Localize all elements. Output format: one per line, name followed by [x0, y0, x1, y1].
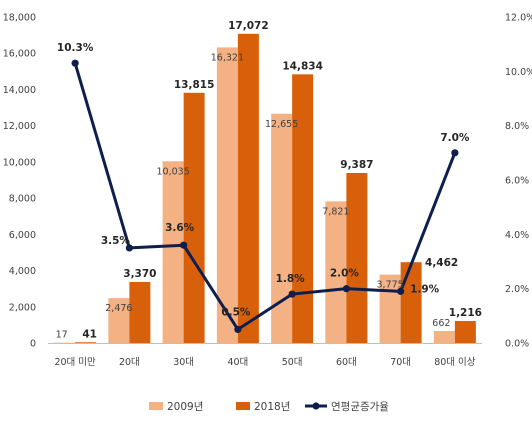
label-2009-4: 12,655: [265, 119, 298, 130]
y-left-tick-label: 4,000: [9, 266, 36, 277]
bar-2018-0: [75, 342, 96, 343]
label-2018-0: 41: [82, 328, 97, 340]
legend-swatch-2018: [236, 402, 250, 410]
label-2009-1: 2,476: [105, 303, 132, 314]
growth-label-6: 1.9%: [410, 283, 440, 295]
bar-2009-7: [434, 331, 455, 343]
label-2009-7: 662: [432, 318, 450, 329]
y-left-tick-label: 8,000: [9, 194, 36, 205]
growth-marker-5: [343, 285, 350, 292]
growth-label-4: 1.8%: [276, 273, 306, 285]
bar-2018-4: [292, 74, 313, 343]
y-left-tick-label: 10,000: [3, 157, 36, 168]
x-tick-label: 40대: [227, 357, 248, 368]
growth-label-0: 10.3%: [57, 42, 94, 54]
y-left-tick-label: 14,000: [3, 85, 36, 96]
label-2018-7: 1,216: [449, 307, 482, 319]
x-tick-label: 60대: [336, 357, 357, 368]
bars-layer: [54, 34, 476, 343]
bar-2018-2: [184, 93, 205, 343]
label-2018-1: 3,370: [123, 268, 156, 280]
y-left-tick-label: 16,000: [3, 49, 36, 60]
x-tick-label: 20대 미만: [54, 357, 96, 368]
label-2009-0: 17: [56, 330, 68, 341]
growth-label-2: 3.6%: [165, 222, 195, 234]
label-2018-6: 4,462: [425, 257, 458, 269]
bar-2009-4: [271, 114, 292, 343]
label-2018-5: 9,387: [340, 159, 373, 171]
legend-label-2009: 2009년: [167, 401, 203, 413]
growth-marker-0: [72, 60, 79, 67]
x-tick-label: 80대 이상: [434, 357, 476, 368]
growth-marker-7: [451, 149, 458, 156]
legend-label-growth: 연평균증가율: [331, 401, 389, 413]
legend: 2009년 2018년 연평균증가율: [149, 401, 389, 413]
y-right-tick-label: 4.0%: [505, 230, 529, 241]
y-right-tick-label: 12.0%: [505, 13, 532, 24]
y-right-tick-label: 8.0%: [505, 121, 529, 132]
growth-label-7: 7.0%: [440, 132, 470, 144]
label-2009-3: 16,321: [211, 52, 244, 63]
bar-2009-2: [163, 161, 184, 343]
label-2009-5: 7,821: [322, 206, 349, 217]
y-left-tick-label: 6,000: [9, 230, 36, 241]
growth-marker-3: [234, 326, 241, 333]
growth-marker-4: [289, 291, 296, 298]
y-right-tick-label: 6.0%: [505, 176, 529, 187]
bar-2009-3: [217, 47, 238, 343]
legend-swatch-2009: [149, 402, 163, 410]
label-2018-3: 17,072: [228, 20, 269, 32]
growth-label-5: 2.0%: [330, 268, 360, 280]
bar-2018-7: [455, 321, 476, 343]
y-right-tick-label: 10.0%: [505, 67, 532, 78]
label-2018-2: 13,815: [174, 79, 215, 91]
label-2009-2: 10,035: [157, 166, 190, 177]
label-2009-6: 3,775: [377, 280, 404, 291]
label-2018-4: 14,834: [282, 60, 323, 72]
legend-label-2018: 2018년: [254, 401, 290, 413]
growth-marker-2: [180, 242, 187, 249]
legend-marker-growth: [312, 402, 319, 409]
bar-2018-3: [238, 34, 259, 343]
x-tick-label: 30대: [173, 357, 194, 368]
growth-label-3: 0.5%: [221, 306, 251, 318]
growth-label-1: 3.5%: [101, 235, 131, 247]
y-left-tick-label: 18,000: [3, 13, 36, 24]
bar-2018-5: [346, 173, 367, 343]
y-left-tick-label: 2,000: [9, 302, 36, 313]
y-left-tick-label: 12,000: [3, 121, 36, 132]
x-tick-label: 20대: [119, 357, 140, 368]
y-left-tick-label: 0: [30, 339, 36, 350]
bar-2018-1: [129, 282, 150, 343]
y-right-tick-label: 2.0%: [505, 284, 529, 295]
y-right-tick-label: 0.0%: [505, 339, 529, 350]
x-tick-label: 50대: [282, 357, 303, 368]
data-labels-layer: 17 41 2,476 3,370 10,035 13,815 16,321 17,072 12…: [56, 20, 482, 341]
bar-2018-6: [401, 262, 422, 343]
x-tick-label: 70대: [390, 357, 411, 368]
